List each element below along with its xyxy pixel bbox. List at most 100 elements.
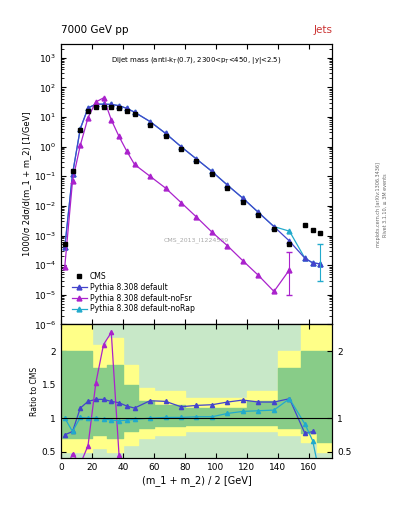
Pythia 8.308 default-noRap: [241, 195, 245, 201]
CMS: [163, 133, 168, 139]
Pythia 8.308 default-noRap: [272, 224, 276, 230]
Pythia 8.308 default-noFsr: [241, 258, 245, 264]
CMS: [78, 127, 83, 134]
Pythia 8.308 default-noRap: [310, 260, 315, 266]
Pythia 8.308 default-noFsr: [109, 117, 114, 123]
CMS: [86, 108, 90, 114]
Pythia 8.308 default-noRap: [318, 261, 323, 267]
Pythia 8.308 default: [132, 109, 137, 115]
Pythia 8.308 default-noRap: [256, 209, 261, 216]
Line: Pythia 8.308 default-noRap: Pythia 8.308 default-noRap: [62, 102, 323, 266]
CMS: [225, 185, 230, 191]
Pythia 8.308 default: [86, 105, 90, 111]
Pythia 8.308 default-noRap: [62, 244, 67, 250]
Pythia 8.308 default: [117, 102, 121, 109]
Pythia 8.308 default: [101, 101, 106, 107]
Pythia 8.308 default-noRap: [148, 118, 152, 124]
Pythia 8.308 default: [148, 118, 152, 124]
Pythia 8.308 default: [78, 125, 83, 132]
Pythia 8.308 default-noRap: [125, 105, 129, 112]
Pythia 8.308 default: [163, 130, 168, 136]
Line: Pythia 8.308 default-noFsr: Pythia 8.308 default-noFsr: [62, 95, 292, 294]
CMS: [70, 168, 75, 174]
CMS: [194, 158, 199, 164]
Pythia 8.308 default-noFsr: [272, 288, 276, 294]
CMS: [241, 199, 245, 205]
Text: Jets: Jets: [313, 25, 332, 35]
Pythia 8.308 default-noFsr: [225, 243, 230, 249]
Text: 7000 GeV pp: 7000 GeV pp: [61, 25, 129, 35]
CMS: [256, 212, 261, 219]
CMS: [179, 145, 184, 152]
X-axis label: (m_1 + m_2) / 2 [GeV]: (m_1 + m_2) / 2 [GeV]: [141, 475, 252, 486]
Text: CMS_2013_I1224539: CMS_2013_I1224539: [164, 238, 229, 243]
Pythia 8.308 default: [318, 261, 323, 267]
CMS: [94, 104, 98, 111]
Pythia 8.308 default-noRap: [94, 101, 98, 107]
CMS: [125, 108, 129, 114]
Pythia 8.308 default: [303, 255, 307, 262]
Pythia 8.308 default-noFsr: [148, 173, 152, 179]
Pythia 8.308 default-noRap: [194, 156, 199, 162]
Pythia 8.308 default-noRap: [70, 171, 75, 177]
Pythia 8.308 default-noFsr: [287, 267, 292, 273]
Pythia 8.308 default-noRap: [117, 102, 121, 109]
CMS: [318, 230, 323, 236]
CMS: [310, 227, 315, 233]
Pythia 8.308 default-noFsr: [194, 214, 199, 220]
Pythia 8.308 default: [109, 101, 114, 108]
Text: Rivet 3.1.10, ≥ 3M events: Rivet 3.1.10, ≥ 3M events: [383, 173, 387, 237]
Pythia 8.308 default: [310, 260, 315, 266]
CMS: [148, 121, 152, 127]
Pythia 8.308 default: [62, 244, 67, 250]
Pythia 8.308 default: [209, 168, 214, 175]
Pythia 8.308 default-noRap: [287, 228, 292, 234]
CMS: [287, 241, 292, 247]
Pythia 8.308 default: [194, 156, 199, 162]
Pythia 8.308 default-noRap: [163, 130, 168, 136]
Pythia 8.308 default: [241, 195, 245, 201]
Pythia 8.308 default: [287, 238, 292, 244]
CMS: [62, 241, 67, 247]
Pythia 8.308 default-noRap: [78, 125, 83, 132]
CMS: [303, 222, 307, 228]
Pythia 8.308 default-noFsr: [209, 229, 214, 235]
CMS: [117, 105, 121, 112]
Line: CMS: CMS: [62, 105, 323, 247]
CMS: [272, 226, 276, 232]
CMS: [109, 104, 114, 111]
Pythia 8.308 default: [94, 101, 98, 107]
Pythia 8.308 default-noRap: [303, 255, 307, 262]
Pythia 8.308 default-noFsr: [78, 142, 83, 148]
Pythia 8.308 default: [179, 143, 184, 150]
Pythia 8.308 default-noRap: [209, 168, 214, 175]
Pythia 8.308 default-noRap: [86, 105, 90, 111]
Pythia 8.308 default: [256, 209, 261, 216]
Pythia 8.308 default-noRap: [132, 109, 137, 115]
Pythia 8.308 default: [125, 105, 129, 112]
CMS: [101, 104, 106, 111]
Pythia 8.308 default-noFsr: [163, 185, 168, 191]
Line: Pythia 8.308 default: Pythia 8.308 default: [62, 102, 323, 266]
Pythia 8.308 default-noFsr: [179, 200, 184, 206]
Pythia 8.308 default-noFsr: [86, 115, 90, 121]
Legend: CMS, Pythia 8.308 default, Pythia 8.308 default-noFsr, Pythia 8.308 default-noRa: CMS, Pythia 8.308 default, Pythia 8.308 …: [70, 270, 196, 315]
Pythia 8.308 default: [225, 182, 230, 188]
CMS: [209, 171, 214, 177]
Pythia 8.308 default-noFsr: [70, 178, 75, 184]
Y-axis label: Ratio to CMS: Ratio to CMS: [30, 367, 39, 416]
Pythia 8.308 default-noFsr: [117, 133, 121, 139]
Pythia 8.308 default-noFsr: [94, 99, 98, 105]
Y-axis label: 1000/σ 2dσ/d(m_1 + m_2) [1/GeV]: 1000/σ 2dσ/d(m_1 + m_2) [1/GeV]: [22, 112, 31, 257]
Pythia 8.308 default-noFsr: [132, 161, 137, 167]
Pythia 8.308 default: [70, 171, 75, 177]
Pythia 8.308 default-noFsr: [101, 95, 106, 101]
CMS: [132, 111, 137, 117]
Text: Dijet mass (anti-k$_{T}$(0.7), 2300<p$_{T}$<450, |y|<2.5): Dijet mass (anti-k$_{T}$(0.7), 2300<p$_{…: [111, 55, 282, 66]
Text: mcplots.cern.ch [arXiv:1306.3436]: mcplots.cern.ch [arXiv:1306.3436]: [376, 162, 381, 247]
Pythia 8.308 default-noFsr: [125, 148, 129, 154]
Pythia 8.308 default-noRap: [109, 101, 114, 108]
Pythia 8.308 default: [272, 224, 276, 230]
Pythia 8.308 default-noRap: [101, 101, 106, 107]
Pythia 8.308 default-noRap: [179, 143, 184, 150]
